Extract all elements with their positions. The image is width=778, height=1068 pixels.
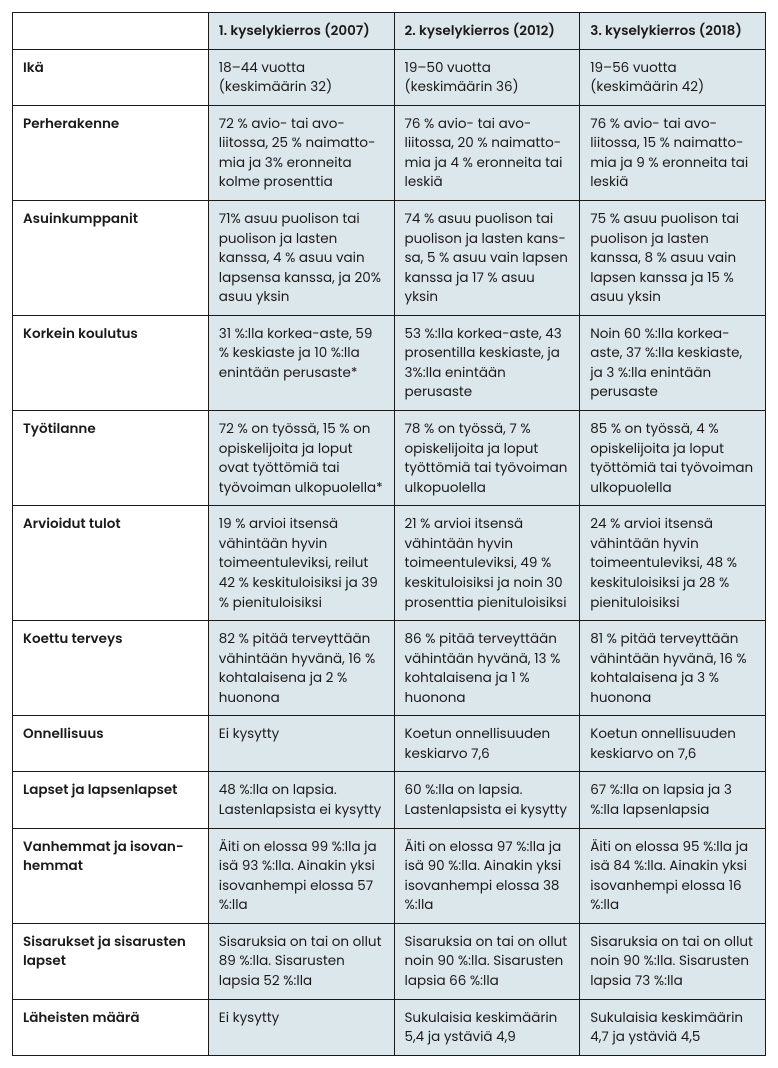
cell: 71% asuu puolison tai puolison ja lasten… — [208, 200, 394, 315]
cell: 18–44 vuotta (keskimäärin 32) — [208, 49, 394, 105]
cell: 72 % on työssä, 15 % on opiskelijoita ja… — [208, 411, 394, 506]
row-label: Läheisten määrä — [13, 999, 209, 1055]
cell: Äiti on elossa 97 %:lla ja isä 90 %:lla.… — [394, 828, 580, 923]
table-body: Ikä 18–44 vuotta (keskimäärin 32) 19–50 … — [13, 49, 766, 1055]
cell: Sukulaisia keskimäärin 4,7 ja ystäviä 4,… — [580, 999, 766, 1055]
row-label: Ikä — [13, 49, 209, 105]
table-row: Korkein koulutus 31 %:lla korkea-aste, 5… — [13, 315, 766, 410]
row-label: Vanhemmat ja isovan­hemmat — [13, 828, 209, 923]
row-label: Arvioidut tulot — [13, 506, 209, 621]
cell: 78 % on työssä, 7 % opiskelijoita ja lop… — [394, 411, 580, 506]
cell: 60 %:lla on lapsia. Lastenlapsista ei ky… — [394, 772, 580, 828]
table-row: Arvioidut tulot 19 % arvioi itsensä vähi… — [13, 506, 766, 621]
cell: 21 % arvioi itsensä vähintään hyvin toim… — [394, 506, 580, 621]
table-row: Koettu terveys 82 % pitää terveyttään vä… — [13, 621, 766, 716]
table-row: Työtilanne 72 % on työssä, 15 % on opisk… — [13, 411, 766, 506]
cell: 72 % avio- tai avo­liitossa, 25 % naimat… — [208, 105, 394, 200]
cell: 76 % avio- tai avo­liitossa, 20 % naimat… — [394, 105, 580, 200]
header-round-1: 1. kyselykierros (2007) — [208, 13, 394, 50]
header-round-3: 3. kyselykierros (2018) — [580, 13, 766, 50]
header-blank — [13, 13, 209, 50]
row-label: Lapset ja lapsenlapset — [13, 772, 209, 828]
table-row: Lapset ja lapsenlapset 48 %:lla on lapsi… — [13, 772, 766, 828]
survey-rounds-table: 1. kyselykierros (2007) 2. kyselykierros… — [12, 12, 766, 1056]
table-header-row: 1. kyselykierros (2007) 2. kyselykierros… — [13, 13, 766, 50]
table-row: Perherakenne 72 % avio- tai avo­liitossa… — [13, 105, 766, 200]
table-row: Vanhemmat ja isovan­hemmat Äiti on eloss… — [13, 828, 766, 923]
table-row: Ikä 18–44 vuotta (keskimäärin 32) 19–50 … — [13, 49, 766, 105]
row-label: Korkein koulutus — [13, 315, 209, 410]
cell: 19 % arvioi itsensä vähintään hyvin toim… — [208, 506, 394, 621]
table-row: Onnellisuus Ei kysytty Koetun onnellisuu… — [13, 716, 766, 772]
table-row: Sisarukset ja sisarusten lapset Sisaruks… — [13, 923, 766, 999]
row-label: Perherakenne — [13, 105, 209, 200]
cell: 76 % avio- tai avo­liitossa, 15 % naimat… — [580, 105, 766, 200]
cell: Koetun onnellisuuden keskiarvo 7,6 — [394, 716, 580, 772]
table-row: Läheisten määrä Ei kysytty Sukulaisia ke… — [13, 999, 766, 1055]
cell: 48 %:lla on lapsia. Lastenlapsista ei ky… — [208, 772, 394, 828]
cell: Noin 60 %:lla korkea-aste, 37 %:lla kesk… — [580, 315, 766, 410]
cell: Sukulaisia keskimäärin 5,4 ja ystäviä 4,… — [394, 999, 580, 1055]
cell: Ei kysytty — [208, 999, 394, 1055]
row-label: Sisarukset ja sisarusten lapset — [13, 923, 209, 999]
cell: Koetun onnellisuuden keskiarvo on 7,6 — [580, 716, 766, 772]
cell: 75 % asuu puolison tai puolison ja laste… — [580, 200, 766, 315]
cell: Sisaruksia on tai on ollut noin 90 %:lla… — [580, 923, 766, 999]
cell: 82 % pitää terveyttään vähintään hyvänä,… — [208, 621, 394, 716]
cell: 67 %:lla on lapsia ja 3 %:lla lapsenlaps… — [580, 772, 766, 828]
row-label: Koettu terveys — [13, 621, 209, 716]
cell: 24 % arvioi itsensä vähintään hyvin toim… — [580, 506, 766, 621]
row-label: Asuinkumppanit — [13, 200, 209, 315]
cell: Äiti on elossa 99 %:lla ja isä 93 %:lla.… — [208, 828, 394, 923]
cell: 74 % asuu puolison tai puolison ja laste… — [394, 200, 580, 315]
cell: Sisaruksia on tai on ollut noin 90 %:lla… — [394, 923, 580, 999]
header-round-2: 2. kyselykierros (2012) — [394, 13, 580, 50]
cell: Ei kysytty — [208, 716, 394, 772]
cell: 19–56 vuotta (keskimäärin 42) — [580, 49, 766, 105]
cell: 85 % on työssä, 4 % opiskelijoita ja lop… — [580, 411, 766, 506]
cell: Äiti on elossa 95 %:lla ja isä 84 %:lla.… — [580, 828, 766, 923]
row-label: Työtilanne — [13, 411, 209, 506]
cell: 86 % pitää terveyttään vähintään hyvänä,… — [394, 621, 580, 716]
cell: 81 % pitää terveyttään vähintään hyvänä,… — [580, 621, 766, 716]
cell: 19–50 vuotta (keskimäärin 36) — [394, 49, 580, 105]
cell: 31 %:lla korkea-aste, 59 % keskiaste ja … — [208, 315, 394, 410]
cell: 53 %:lla korkea-aste, 43 prosentilla kes… — [394, 315, 580, 410]
cell: Sisaruksia on tai on ollut 89 %:lla. Sis… — [208, 923, 394, 999]
row-label: Onnellisuus — [13, 716, 209, 772]
table-row: Asuinkumppanit 71% asuu puolison tai puo… — [13, 200, 766, 315]
